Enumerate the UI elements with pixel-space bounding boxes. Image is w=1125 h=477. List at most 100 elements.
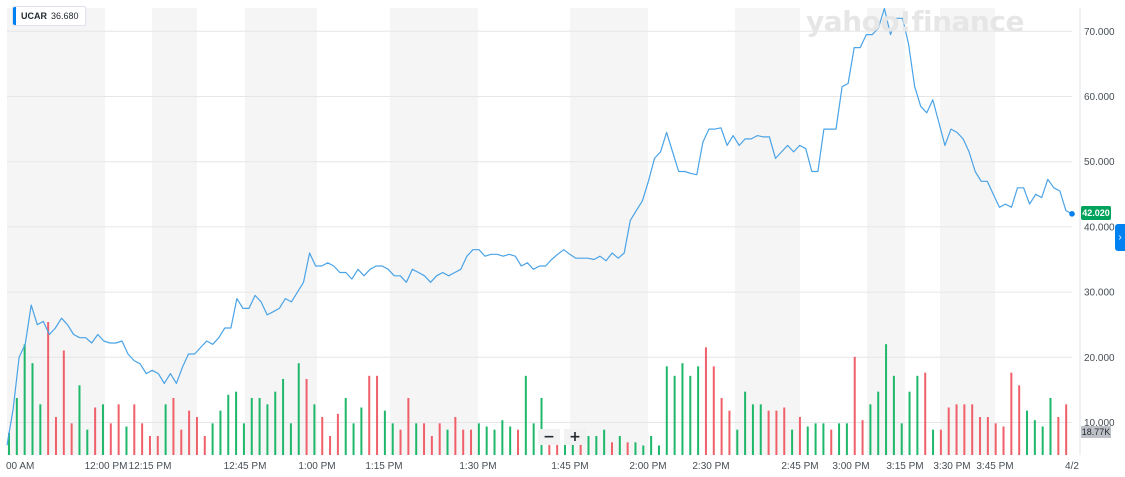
last-price-tag: 42.020 xyxy=(1081,206,1111,220)
volume-bar xyxy=(900,423,903,455)
price-line xyxy=(6,7,1073,446)
volume-bar xyxy=(219,410,222,455)
legend-symbol: UCAR xyxy=(21,11,47,21)
volume-bar xyxy=(556,436,559,455)
volume-bar xyxy=(955,404,958,455)
volume-bar xyxy=(704,347,707,455)
yahoo-finance-watermark: yahoo!finance xyxy=(806,5,1024,38)
volume-bar xyxy=(681,363,684,455)
volume-bar xyxy=(689,375,692,455)
x-tick-label: 2:45 PM xyxy=(781,461,818,472)
x-tick-label: 2:30 PM xyxy=(692,461,729,472)
volume-bar xyxy=(1033,420,1036,455)
scroll-right-button[interactable]: › xyxy=(1115,224,1125,251)
volume-bar xyxy=(924,372,927,455)
volume-bar xyxy=(963,404,966,455)
zoom-in-button[interactable]: + xyxy=(564,429,586,445)
legend-value: 36.680 xyxy=(51,11,79,21)
volume-bar xyxy=(430,436,433,455)
volume-bar xyxy=(148,436,151,455)
volume-bar xyxy=(78,385,81,455)
volume-bar xyxy=(195,417,198,455)
volume-bar xyxy=(916,375,919,455)
volume-bar xyxy=(94,407,97,455)
x-tick-label: 12:00 PM xyxy=(85,461,128,472)
volume-bar xyxy=(470,429,473,455)
price-series xyxy=(6,7,1075,446)
volume-bar xyxy=(626,442,629,455)
volume-bar xyxy=(297,363,300,455)
volume-bar xyxy=(665,366,668,455)
time-band xyxy=(152,8,197,455)
volume-bar xyxy=(908,391,911,455)
volume-bar xyxy=(1010,372,1013,455)
volume-bar xyxy=(242,423,245,455)
volume-bar xyxy=(156,436,159,455)
volume-bar xyxy=(313,404,316,455)
volume-bar xyxy=(258,398,261,455)
y-tick-label: 40.000 xyxy=(1084,222,1115,233)
volume-bar xyxy=(305,379,308,455)
volume-bar xyxy=(838,423,841,455)
volume-bar xyxy=(947,407,950,455)
volume-bar xyxy=(845,423,848,455)
volume-bar xyxy=(485,426,488,455)
volume-bar xyxy=(540,398,543,455)
time-band xyxy=(245,8,317,455)
volume-bar xyxy=(39,404,42,455)
volume-bar xyxy=(885,344,888,455)
volume-bar xyxy=(423,423,426,455)
volume-bar xyxy=(759,404,762,455)
volume-bar xyxy=(274,391,277,455)
volume-max-tag: 18.77K xyxy=(1081,426,1111,438)
volume-bar xyxy=(595,436,598,455)
volume-bar xyxy=(986,417,989,455)
y-tick-label: 70.000 xyxy=(1084,27,1115,38)
volume-bar xyxy=(344,398,347,455)
volume-bar xyxy=(125,426,128,455)
background-bands xyxy=(7,8,995,455)
volume-bar xyxy=(728,410,731,455)
x-tick-label: 3:45 PM xyxy=(976,461,1013,472)
volume-bar xyxy=(376,375,379,455)
x-tick-label: 4/2 xyxy=(1065,461,1079,472)
volume-bar xyxy=(610,442,613,455)
volume-bar xyxy=(657,445,660,455)
x-axis: 00 AM 12:00 PM 12:15 PM 12:45 PM 1:00 PM 1:15… xyxy=(6,461,1079,472)
volume-bar xyxy=(783,407,786,455)
volume-bar xyxy=(23,344,26,455)
volume-bar xyxy=(830,429,833,455)
volume-bar xyxy=(329,436,332,455)
volume-bar xyxy=(180,429,183,455)
y-axis: 10.000 20.000 30.000 40.000 50.000 60.000 70.0… xyxy=(1079,8,1115,455)
volume-bar xyxy=(8,432,10,455)
volume-bar xyxy=(477,423,480,455)
volume-bar xyxy=(203,436,206,455)
volume-bar xyxy=(1065,404,1068,455)
zoom-controls: − + xyxy=(538,429,586,445)
volume-bar xyxy=(164,404,167,455)
volume-bar xyxy=(235,391,238,455)
volume-bar xyxy=(501,420,504,455)
volume-bar xyxy=(744,391,747,455)
volume-bar xyxy=(775,410,778,455)
x-tick-label: 1:30 PM xyxy=(459,461,496,472)
series-legend[interactable]: UCAR 36.680 xyxy=(12,6,86,26)
x-tick-label: 3:30 PM xyxy=(933,461,970,472)
volume-bar xyxy=(548,436,551,455)
volume-bar xyxy=(932,429,935,455)
zoom-out-button[interactable]: − xyxy=(538,429,560,445)
volume-bar xyxy=(767,410,770,455)
volume-bar xyxy=(172,398,175,455)
volume-bar xyxy=(227,394,230,455)
x-tick-label: 12:45 PM xyxy=(224,461,267,472)
volume-bar xyxy=(877,391,880,455)
volume-bar xyxy=(407,398,410,455)
volume-bar xyxy=(532,423,535,455)
volume-bar xyxy=(399,429,402,455)
volume-bar xyxy=(791,429,794,455)
volume-bar xyxy=(563,442,566,455)
volume-bar xyxy=(869,404,872,455)
volume-bar xyxy=(720,398,723,455)
